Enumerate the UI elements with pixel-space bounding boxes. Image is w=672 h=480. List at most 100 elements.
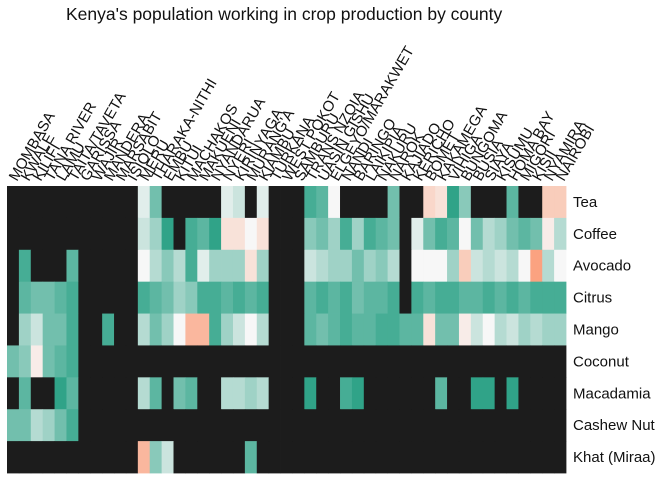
- heatmap-cell: [340, 377, 353, 410]
- heatmap-cell: [387, 377, 400, 410]
- heatmap-cell: [351, 281, 365, 314]
- heatmap-cell: [411, 217, 424, 251]
- heatmap-cell: [280, 313, 293, 346]
- heatmap-cell: [114, 345, 127, 378]
- heatmap-cell: [161, 345, 174, 378]
- heatmap-cell: [423, 249, 436, 283]
- heatmap-cell: [209, 217, 222, 251]
- heatmap-cell: [185, 441, 198, 474]
- heatmap-cell: [7, 249, 20, 283]
- heatmap-cell: [458, 217, 472, 251]
- heatmap-cell: [399, 441, 412, 474]
- heatmap-cell: [197, 313, 210, 346]
- heatmap-cell: [137, 313, 151, 346]
- heatmap-cell: [292, 409, 305, 442]
- heatmap-cell: [316, 281, 329, 314]
- heatmap-cell: [447, 281, 460, 314]
- heatmap-cell: [42, 345, 55, 378]
- heatmap-cell: [197, 249, 210, 283]
- heatmap-cell: [399, 249, 412, 283]
- heatmap-cell: [244, 313, 258, 346]
- heatmap-cell: [137, 345, 151, 378]
- heatmap-cell: [280, 217, 293, 251]
- heatmap-cell: [185, 186, 198, 219]
- heatmap-cell: [256, 409, 270, 442]
- heatmap-cell: [518, 313, 531, 346]
- heatmap-cell: [30, 249, 44, 283]
- heatmap-cell: [197, 186, 210, 219]
- heatmap-cell: [42, 186, 55, 219]
- heatmap-cell: [54, 249, 67, 283]
- heatmap-cell: [197, 377, 210, 410]
- heatmap-cell: [363, 409, 377, 442]
- heatmap-cell: [506, 345, 519, 378]
- heatmap-cell: [363, 186, 377, 219]
- heatmap-cell: [280, 186, 293, 219]
- heatmap-cell: [30, 186, 44, 219]
- heatmap-cell: [435, 345, 448, 378]
- heatmap-cell: [423, 217, 436, 251]
- heatmap-cell: [304, 186, 317, 219]
- heatmap-cell: [173, 345, 186, 378]
- heatmap-cell: [458, 377, 472, 410]
- heatmap-cell: [149, 441, 163, 474]
- heatmap-cell: [458, 441, 472, 474]
- heatmap-cell: [304, 377, 317, 410]
- heatmap-cell: [423, 441, 436, 474]
- heatmap-cell: [506, 313, 519, 346]
- heatmap-cell: [375, 217, 388, 251]
- heatmap-cell: [78, 313, 91, 346]
- heatmap-cell: [363, 249, 377, 283]
- heatmap-cell: [30, 281, 44, 314]
- heatmap-cell: [78, 186, 91, 219]
- heatmap-cell: [161, 409, 174, 442]
- heatmap-cell: [423, 281, 436, 314]
- heatmap-cell: [518, 377, 531, 410]
- heatmap-cell: [387, 313, 400, 346]
- heatmap-cell: [375, 377, 388, 410]
- heatmap-cell: [387, 345, 400, 378]
- heatmap-cell: [494, 377, 507, 410]
- heatmap-cell: [244, 281, 258, 314]
- y-tick-label: Macadamia: [573, 385, 651, 402]
- heatmap-cell: [125, 281, 139, 314]
- heatmap-cell: [554, 313, 567, 346]
- heatmap-cell: [435, 409, 448, 442]
- heatmap-cell: [42, 377, 55, 410]
- heatmap-cell: [518, 345, 531, 378]
- heatmap-cell: [470, 409, 484, 442]
- heatmap-cell: [447, 409, 460, 442]
- heatmap-cell: [102, 249, 115, 283]
- heatmap-cell: [554, 186, 567, 219]
- heatmap-cell: [30, 409, 44, 442]
- heatmap-cell: [268, 409, 281, 442]
- heatmap-cell: [316, 313, 329, 346]
- heatmap-cell: [185, 409, 198, 442]
- heatmap-cell: [518, 249, 531, 283]
- heatmap-cell: [280, 409, 293, 442]
- heatmap-cell: [411, 249, 424, 283]
- heatmap-cell: [494, 441, 507, 474]
- heatmap-cell: [18, 249, 32, 283]
- heatmap-cell: [304, 281, 317, 314]
- heatmap-cell: [102, 313, 115, 346]
- heatmap-cell: [197, 217, 210, 251]
- heatmap-cell: [458, 409, 472, 442]
- heatmap-cell: [530, 313, 543, 346]
- heatmap-cell: [399, 377, 412, 410]
- heatmap-cell: [423, 377, 436, 410]
- heatmap-cell: [470, 441, 484, 474]
- y-tick-label: Cashew Nut: [573, 417, 656, 434]
- heatmap-cell: [482, 313, 496, 346]
- heatmap-cell: [375, 409, 388, 442]
- heatmap-cell: [78, 345, 91, 378]
- heatmap-cell: [530, 377, 543, 410]
- heatmap-cell: [185, 281, 198, 314]
- heatmap-cell: [90, 186, 103, 219]
- heatmap-cell: [149, 186, 163, 219]
- heatmap-cell: [375, 441, 388, 474]
- heatmap-cell: [387, 409, 400, 442]
- heatmap-cell: [530, 441, 543, 474]
- heatmap-cell: [494, 281, 507, 314]
